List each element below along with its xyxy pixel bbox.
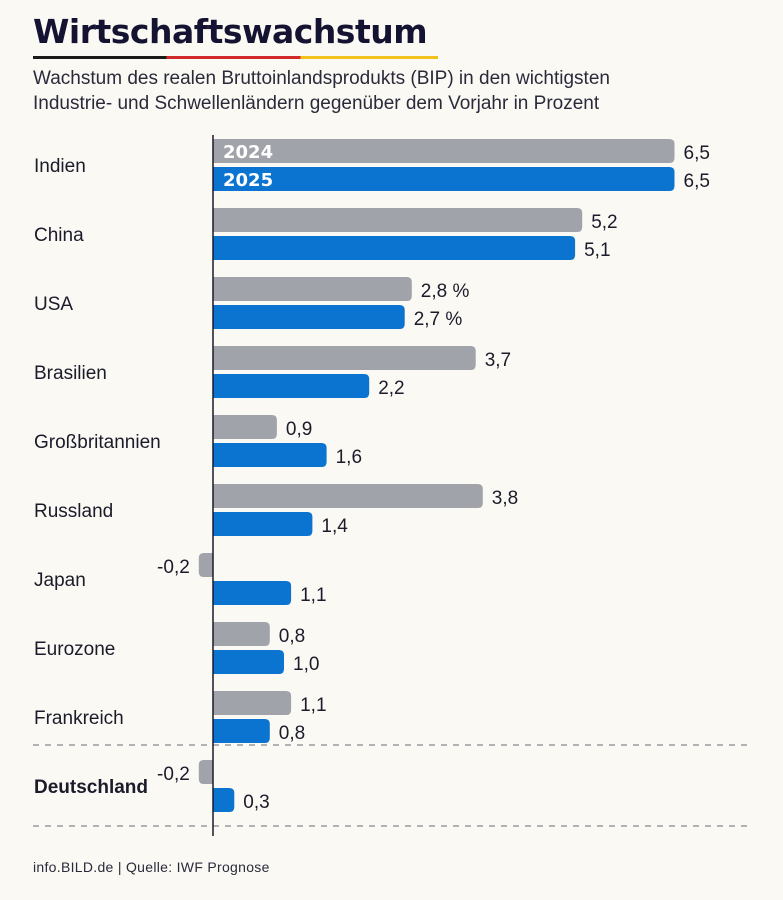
bar-2025-frankreich (213, 719, 270, 743)
value-label-2024-eurozone: 0,8 (279, 626, 305, 647)
value-label-2024-china: 5,2 (591, 212, 617, 233)
value-label-2025-japan: 1,1 (300, 585, 326, 606)
value-label-2025-russland: 1,4 (321, 516, 348, 537)
value-label-2025-frankreich: 0,8 (279, 723, 305, 744)
value-label-2025-deutschland: 0,3 (243, 792, 269, 813)
title-underline-flag (33, 56, 438, 59)
bar-2024-indien (213, 139, 675, 163)
value-label-2024-brasilien: 3,7 (485, 350, 511, 371)
bar-2024-deutschland (198, 760, 213, 784)
value-label-2025-eurozone: 1,0 (293, 654, 319, 675)
legend-2024: 2024 (223, 142, 273, 163)
bar-2024-frankreich (213, 691, 292, 715)
legend-2025: 2025 (223, 170, 273, 191)
bar-2025-usa (213, 305, 405, 329)
category-label-japan: Japan (34, 570, 86, 591)
value-label-2024-frankreich: 1,1 (300, 695, 326, 716)
category-label-eurozone: Eurozone (34, 639, 115, 660)
bar-2024-usa (213, 277, 412, 301)
bar-2025-russland (213, 512, 313, 536)
category-label-brasilien: Brasilien (34, 363, 107, 384)
chart-subtitle: Wachstum des realen Bruttoinlandsprodukt… (33, 66, 753, 116)
value-label-2024-deutschland: -0,2 (157, 764, 190, 785)
value-label-2024-usa: 2,8 % (421, 281, 470, 302)
value-label-2025-brasilien: 2,2 (378, 378, 404, 399)
category-label-usa: USA (34, 294, 73, 315)
category-label-indien: Indien (34, 156, 86, 177)
value-label-2025-china: 5,1 (584, 240, 610, 261)
value-label-2025-indien: 6,5 (684, 171, 710, 192)
category-label-russland: Russland (34, 501, 113, 522)
value-label-2025-grossbritannien: 1,6 (336, 447, 362, 468)
category-label-deutschland: Deutschland (34, 777, 148, 798)
bar-2024-eurozone (213, 622, 270, 646)
source-footer: info.BILD.de | Quelle: IWF Prognose (33, 859, 270, 875)
bar-2025-brasilien (213, 374, 370, 398)
value-label-2025-usa: 2,7 % (414, 309, 463, 330)
bar-2025-grossbritannien (213, 443, 327, 467)
subtitle-line-2: Industrie- und Schwellenländern gegenübe… (33, 93, 600, 114)
bar-2025-eurozone (213, 650, 284, 674)
bar-2024-china (213, 208, 583, 232)
bar-2025-deutschland (213, 788, 235, 812)
value-label-2024-russland: 3,8 (492, 488, 518, 509)
bar-2025-china (213, 236, 576, 260)
bar-2024-grossbritannien (213, 415, 277, 439)
bar-2024-russland (213, 484, 483, 508)
category-label-grossbritannien: Großbritannien (34, 432, 161, 453)
value-label-2024-indien: 6,5 (684, 143, 710, 164)
bar-2025-indien (213, 167, 675, 191)
category-label-frankreich: Frankreich (34, 708, 124, 729)
chart-title: Wirtschaftswachstum (33, 12, 428, 51)
category-label-china: China (34, 225, 84, 246)
bar-2024-japan (198, 553, 213, 577)
value-label-2024-grossbritannien: 0,9 (286, 419, 312, 440)
bar-2024-brasilien (213, 346, 476, 370)
bar-2025-japan (213, 581, 292, 605)
subtitle-line-1: Wachstum des realen Bruttoinlandsprodukt… (33, 68, 610, 89)
bar-chart: Indien 6,5 2024 6,5 2025 China 5,2 5,1 USA 2,8 % 2… (33, 135, 752, 836)
value-label-2024-japan: -0,2 (157, 557, 190, 578)
